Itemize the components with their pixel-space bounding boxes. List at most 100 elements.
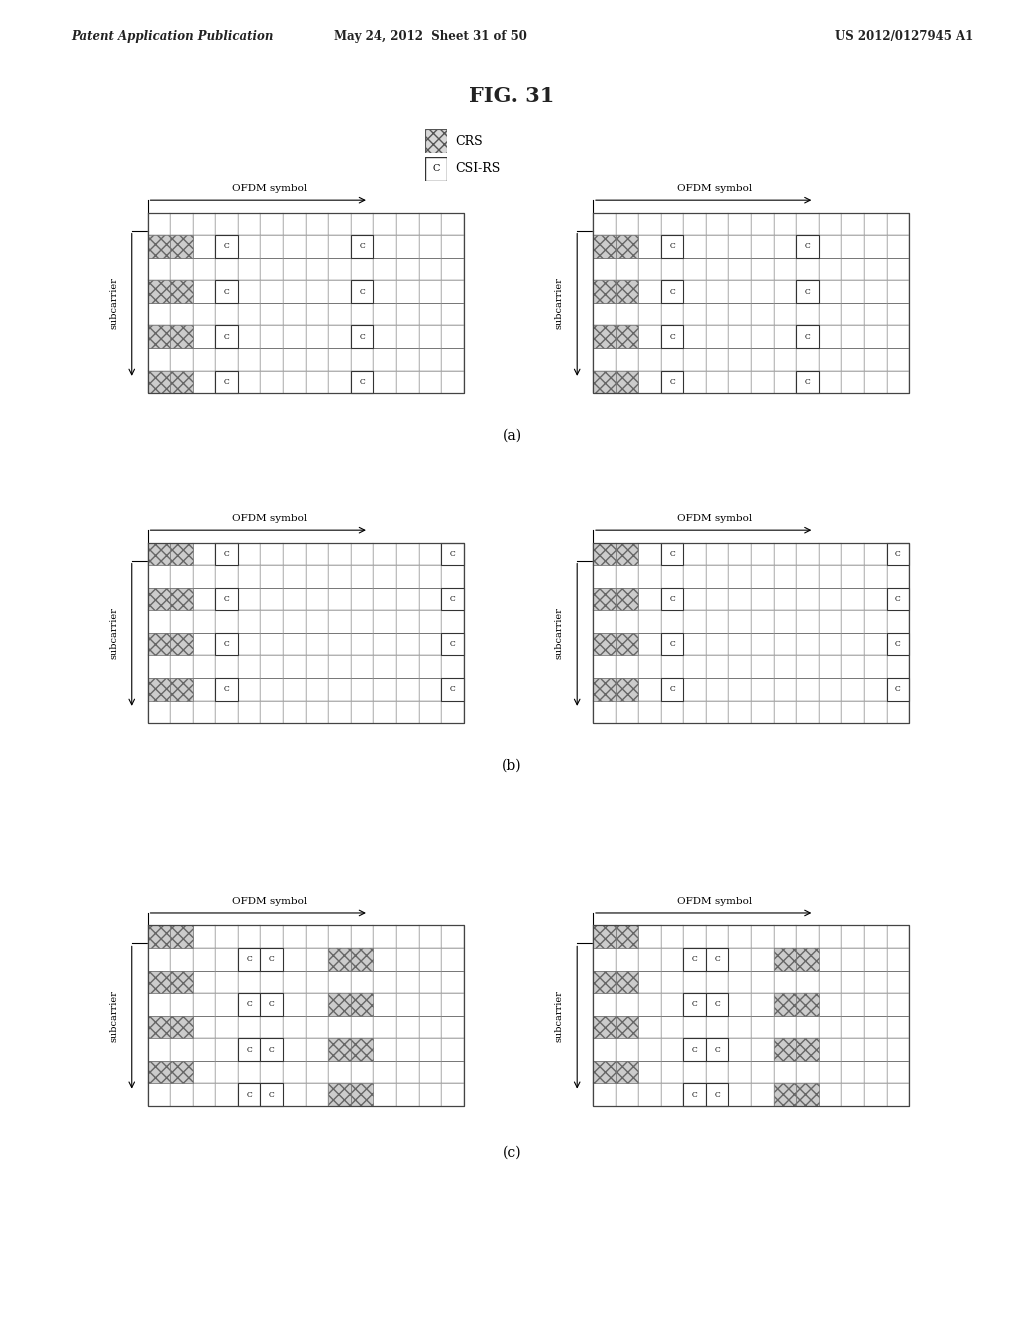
Bar [238, 678, 260, 701]
Bar [238, 257, 260, 280]
Bar [797, 1084, 819, 1106]
Bar [374, 543, 396, 565]
Bar [238, 1039, 260, 1061]
Bar [283, 993, 305, 1015]
Bar [842, 326, 864, 348]
Text: C: C [669, 640, 675, 648]
Bar [215, 280, 238, 302]
Bar [797, 235, 819, 257]
Bar [864, 543, 887, 565]
Bar [351, 1015, 374, 1039]
Bar [193, 302, 215, 326]
Bar [328, 1084, 351, 1106]
Bar [773, 993, 797, 1015]
Bar [441, 257, 464, 280]
Bar [193, 1039, 215, 1061]
Bar [193, 701, 215, 723]
Bar [283, 1015, 305, 1039]
Bar [374, 257, 396, 280]
Bar [147, 371, 170, 393]
Bar [374, 348, 396, 371]
Bar [147, 993, 170, 1015]
Bar [728, 948, 751, 970]
Bar [842, 257, 864, 280]
Bar [819, 565, 842, 587]
Bar [887, 948, 909, 970]
Text: C: C [223, 685, 229, 693]
Bar [396, 970, 419, 993]
Bar [351, 678, 374, 701]
Bar [773, 280, 797, 302]
Bar [193, 326, 215, 348]
Bar [864, 610, 887, 632]
Bar [374, 235, 396, 257]
Bar [260, 371, 283, 393]
Bar [419, 257, 441, 280]
Bar [887, 302, 909, 326]
Bar [751, 948, 773, 970]
Bar [751, 235, 773, 257]
Bar [238, 1084, 260, 1106]
Bar [374, 925, 396, 948]
Bar [593, 543, 615, 565]
Bar [396, 302, 419, 326]
Bar [170, 701, 193, 723]
Bar [147, 348, 170, 371]
Bar [864, 1061, 887, 1084]
Bar [660, 257, 683, 280]
Bar [396, 1061, 419, 1084]
Bar [706, 610, 728, 632]
Bar [842, 543, 864, 565]
Bar [215, 257, 238, 280]
Bar [305, 257, 328, 280]
Bar [842, 656, 864, 678]
Bar [283, 632, 305, 656]
Bar [751, 656, 773, 678]
Bar [593, 280, 615, 302]
Text: C: C [715, 1045, 720, 1053]
Bar [842, 925, 864, 948]
Bar [864, 280, 887, 302]
Bar [638, 371, 660, 393]
Bar [238, 632, 260, 656]
Bar [419, 632, 441, 656]
Bar [260, 993, 283, 1015]
Bar [593, 925, 909, 1106]
Bar [660, 543, 683, 565]
Bar [842, 235, 864, 257]
Bar [170, 326, 193, 348]
Bar [283, 587, 305, 610]
Bar [864, 1015, 887, 1039]
Bar [842, 213, 864, 235]
Bar [328, 1061, 351, 1084]
Text: C: C [669, 378, 675, 385]
Bar [215, 565, 238, 587]
Bar [615, 257, 638, 280]
Bar [615, 280, 638, 302]
Bar [441, 213, 464, 235]
Bar [215, 587, 238, 610]
Bar [419, 678, 441, 701]
Bar [147, 213, 170, 235]
Bar [751, 371, 773, 393]
Bar [660, 993, 683, 1015]
Bar [683, 1061, 706, 1084]
Bar [328, 1039, 351, 1061]
Bar [374, 1061, 396, 1084]
Bar [170, 280, 193, 302]
Bar [615, 326, 638, 348]
Bar [374, 701, 396, 723]
Bar [615, 302, 638, 326]
Bar [260, 235, 283, 257]
Bar [215, 1039, 238, 1061]
Bar [441, 610, 464, 632]
Bar [260, 656, 283, 678]
Bar [170, 970, 193, 993]
Bar [238, 543, 260, 565]
Bar [374, 632, 396, 656]
Bar [638, 213, 660, 235]
Bar [593, 610, 615, 632]
Bar [419, 656, 441, 678]
Bar [638, 1039, 660, 1061]
Bar [706, 1039, 728, 1061]
